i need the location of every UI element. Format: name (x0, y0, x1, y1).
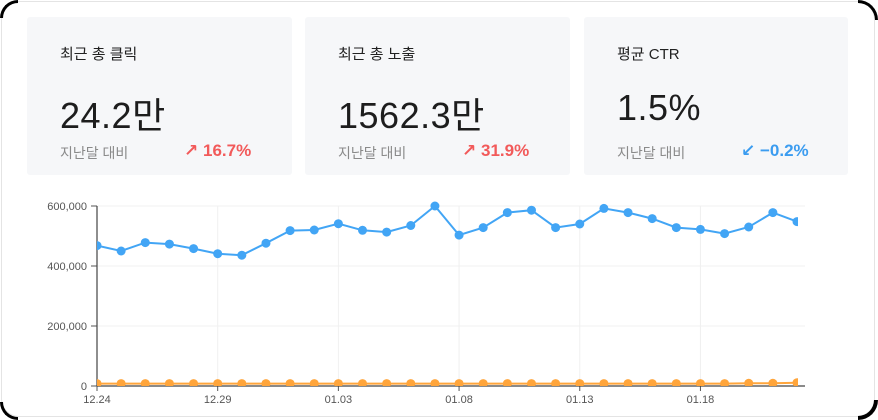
data-point[interactable] (792, 378, 802, 387)
data-point[interactable] (454, 379, 464, 388)
data-point[interactable] (358, 225, 368, 235)
data-point[interactable] (93, 241, 102, 251)
arrow-up-right-icon: ↗ (462, 141, 477, 160)
data-point[interactable] (720, 379, 730, 388)
data-point[interactable] (478, 223, 488, 233)
delta-badge: ↗ 16.7% (184, 141, 251, 161)
data-point[interactable] (623, 208, 633, 218)
data-point[interactable] (430, 379, 440, 388)
chart-series (93, 201, 802, 388)
delta-value: 31.9% (480, 141, 530, 160)
data-point[interactable] (502, 208, 512, 218)
data-point[interactable] (382, 379, 392, 388)
data-point[interactable] (333, 219, 343, 229)
data-point[interactable] (285, 226, 295, 236)
total-impressions-card: 최근 총 노출 1562.3만 지난달 대비 ↗ 31.9% (305, 17, 570, 175)
data-point[interactable] (237, 250, 247, 260)
delta-badge: ↙ −0.2% (741, 141, 809, 161)
y-tick-label: 400,000 (47, 261, 87, 273)
compare-label: 지난달 대비 (617, 145, 686, 161)
data-point[interactable] (599, 379, 609, 388)
chart-grid (97, 205, 805, 386)
data-point[interactable] (695, 224, 705, 234)
series-impressions (93, 201, 802, 260)
data-point[interactable] (261, 238, 271, 248)
arrow-up-right-icon: ↗ (184, 141, 199, 160)
data-point[interactable] (140, 238, 150, 248)
data-point[interactable] (140, 379, 150, 388)
x-tick-label: 01.03 (325, 394, 353, 406)
x-tick-label: 01.18 (687, 394, 715, 406)
data-point[interactable] (406, 221, 416, 230)
data-point[interactable] (575, 379, 585, 388)
average-ctr-card: 평균 CTR 1.5% 지난달 대비 ↙ −0.2% (584, 17, 848, 175)
data-point[interactable] (647, 214, 657, 224)
data-point[interactable] (358, 379, 368, 388)
series-clicks (93, 378, 802, 388)
delta-badge: ↗ 31.9% (462, 141, 529, 161)
data-point[interactable] (213, 249, 223, 259)
data-point[interactable] (623, 379, 633, 388)
card-value: 24.2만 (60, 95, 166, 136)
y-tick-label: 200,000 (47, 321, 87, 333)
data-point[interactable] (792, 217, 802, 227)
data-point[interactable] (189, 244, 199, 254)
x-tick-label: 12.29 (204, 394, 232, 406)
data-point[interactable] (478, 379, 488, 388)
card-value: 1.5% (617, 87, 702, 128)
data-point[interactable] (309, 225, 319, 235)
data-point[interactable] (406, 379, 416, 388)
data-point[interactable] (671, 223, 681, 233)
data-point[interactable] (744, 222, 754, 232)
data-point[interactable] (116, 379, 126, 388)
data-point[interactable] (430, 201, 440, 211)
data-point[interactable] (116, 246, 126, 256)
x-tick-label: 01.13 (566, 394, 594, 406)
y-tick-label: 600,000 (47, 201, 87, 213)
data-point[interactable] (164, 239, 174, 249)
y-tick-label: 0 (81, 381, 87, 393)
data-point[interactable] (695, 379, 705, 388)
data-point[interactable] (93, 379, 102, 388)
data-point[interactable] (164, 379, 174, 388)
data-point[interactable] (551, 223, 561, 233)
data-point[interactable] (382, 227, 392, 237)
x-tick-label: 01.08 (445, 394, 473, 406)
data-point[interactable] (768, 378, 778, 388)
window-corner (0, 0, 18, 18)
data-point[interactable] (189, 379, 199, 388)
chart-axes: 0 200,000 400,000 600,000 12.24 12.29 01.03 01.… (47, 201, 805, 406)
data-point[interactable] (526, 205, 536, 215)
data-point[interactable] (213, 379, 223, 388)
data-point[interactable] (261, 379, 271, 388)
data-point[interactable] (575, 219, 585, 229)
compare-label: 지난달 대비 (338, 145, 407, 161)
card-title: 최근 총 노출 (338, 46, 416, 63)
data-point[interactable] (502, 379, 512, 388)
data-point[interactable] (309, 379, 319, 388)
delta-value: 16.7% (202, 141, 252, 160)
data-point[interactable] (720, 229, 730, 239)
data-point[interactable] (647, 379, 657, 388)
card-title: 최근 총 클릭 (60, 46, 138, 63)
data-point[interactable] (454, 230, 464, 240)
card-title: 평균 CTR (617, 46, 680, 63)
card-value: 1562.3만 (338, 95, 485, 136)
data-point[interactable] (671, 379, 681, 388)
compare-label: 지난달 대비 (60, 145, 129, 161)
data-point[interactable] (599, 203, 609, 213)
data-point[interactable] (551, 379, 561, 388)
data-point[interactable] (333, 379, 343, 388)
data-point[interactable] (768, 208, 778, 218)
data-point[interactable] (285, 379, 295, 388)
data-point[interactable] (744, 378, 754, 388)
data-point[interactable] (237, 379, 247, 388)
x-tick-label: 12.24 (83, 394, 111, 406)
delta-value: −0.2% (759, 141, 809, 160)
total-clicks-card: 최근 총 클릭 24.2만 지난달 대비 ↗ 16.7% (27, 17, 292, 175)
data-point[interactable] (526, 379, 536, 388)
arrow-down-left-icon: ↙ (741, 141, 756, 160)
